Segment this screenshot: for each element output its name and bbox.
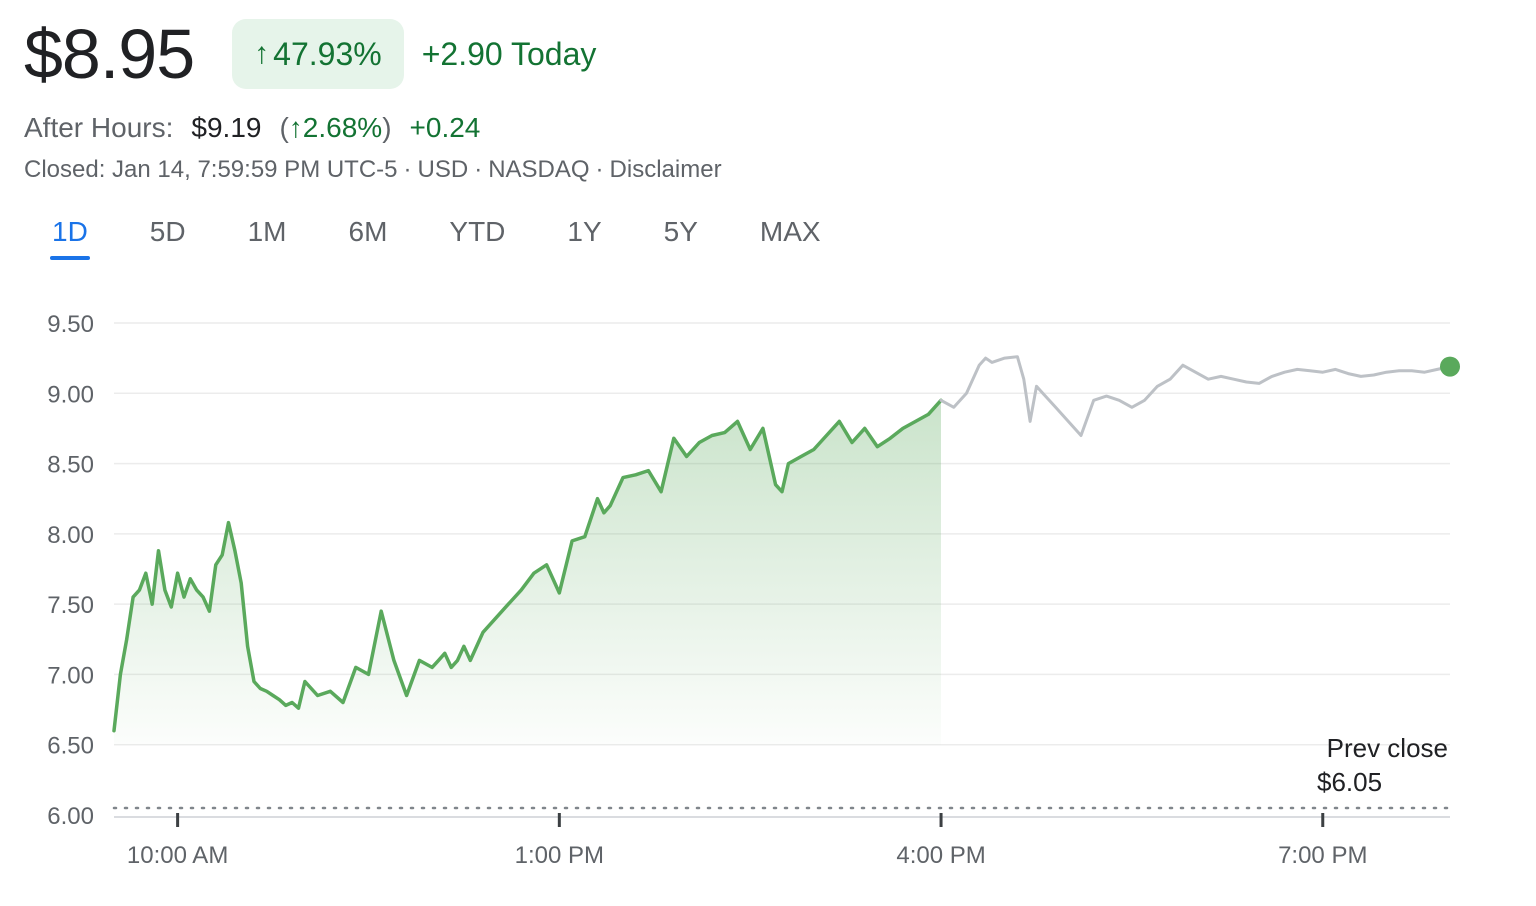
after-hours-row: After Hours: $9.19 (↑2.68%) +0.24 <box>24 108 480 148</box>
price-chart[interactable]: 9.50 9.00 8.50 8.00 7.50 7.00 6.50 6.00 10:00 A… <box>0 290 1536 890</box>
x-tick-label: 1:00 PM <box>515 842 604 869</box>
tab-max[interactable]: MAX <box>759 216 821 247</box>
after-hours-line <box>939 355 1452 437</box>
prev-close-annotation: Prev close $6.05 <box>1317 733 1448 797</box>
arrow-up-icon: ↑ <box>254 37 270 70</box>
tab-1m[interactable]: 1M <box>247 216 287 247</box>
arrow-up-icon: ↑ <box>288 112 303 143</box>
quote-meta: Closed: Jan 14, 7:59:59 PM UTC-5 · USD · NAS… <box>24 156 722 184</box>
meta-separator: · <box>474 156 483 183</box>
after-hours-label: After Hours: <box>24 112 174 143</box>
change-today: +2.90 Today <box>421 35 597 72</box>
after-hours-price: $9.19 <box>191 112 262 143</box>
x-tick-label: 7:00 PM <box>1278 842 1367 869</box>
prev-close-value: $6.05 <box>1317 767 1382 797</box>
exchange: NASDAQ <box>488 156 590 183</box>
y-axis: 9.50 9.00 8.50 8.00 7.50 7.00 6.50 6.00 <box>47 311 94 830</box>
regular-session-fill <box>114 400 941 745</box>
y-tick-label: 7.50 <box>47 592 94 619</box>
last-price-dot <box>1440 356 1460 377</box>
y-tick-label: 9.00 <box>47 381 94 408</box>
tab-1d[interactable]: 1D <box>40 208 100 264</box>
percent-change-badge: ↑ 47.93% <box>232 19 404 89</box>
y-tick-label: 8.50 <box>47 452 94 479</box>
regular-session-line <box>112 398 943 733</box>
tab-6m[interactable]: 6M <box>348 216 388 247</box>
tab-ytd[interactable]: YTD <box>449 216 506 247</box>
x-tick-label: 10:00 AM <box>127 842 228 869</box>
time-range-tabs: 1D 5D 1M 6M YTD 1Y 5Y MAX <box>40 208 871 264</box>
tab-1y[interactable]: 1Y <box>567 216 602 247</box>
x-axis: 10:00 AM 1:00 PM 4:00 PM 7:00 PM <box>114 813 1450 869</box>
y-tick-label: 8.00 <box>47 522 94 549</box>
x-tick-label: 4:00 PM <box>896 842 985 869</box>
prev-close-label: Prev close <box>1327 733 1448 763</box>
regular-session-area <box>114 400 941 745</box>
series-lines <box>112 355 1452 733</box>
price-header: $8.95 ↑ 47.93% +2.90 Today <box>24 18 596 90</box>
y-tick-label: 6.00 <box>47 803 94 830</box>
after-hours-percent: (↑2.68%) <box>279 112 391 144</box>
y-tick-label: 9.50 <box>47 311 94 338</box>
after-hours-paren-open: ( <box>279 112 289 143</box>
y-tick-label: 7.00 <box>47 662 94 689</box>
currency: USD <box>417 156 469 183</box>
last-price-marker <box>1440 356 1460 377</box>
tab-5y[interactable]: 5Y <box>663 216 698 247</box>
current-price: $8.95 <box>24 15 195 93</box>
percent-change: 47.93% <box>273 35 382 72</box>
after-hours-percent-value: 2.68% <box>302 112 383 143</box>
after-hours-paren-close: ) <box>382 112 392 143</box>
meta-separator: · <box>595 156 604 183</box>
meta-separator: · <box>403 156 412 183</box>
disclaimer-link[interactable]: Disclaimer <box>609 156 722 183</box>
closed-time: Closed: Jan 14, 7:59:59 PM UTC-5 <box>24 156 398 183</box>
y-tick-label: 6.50 <box>47 733 94 760</box>
tab-5d[interactable]: 5D <box>149 216 186 247</box>
after-hours-change: +0.24 <box>409 112 481 143</box>
